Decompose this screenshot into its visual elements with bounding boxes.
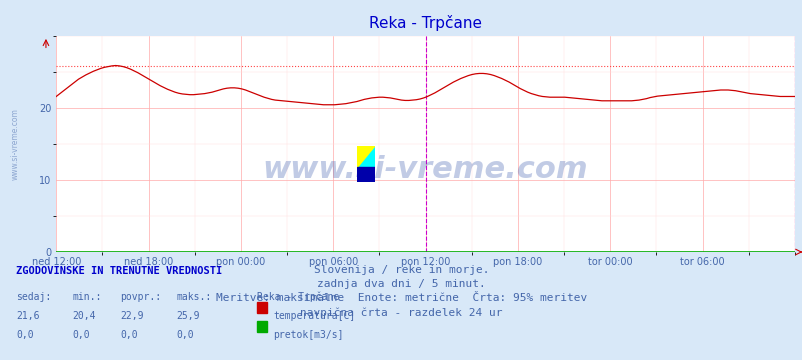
Text: temperatura[C]: temperatura[C]: [273, 311, 354, 321]
Text: min.:: min.:: [72, 292, 102, 302]
Title: Reka - Trpčane: Reka - Trpčane: [369, 15, 481, 31]
Text: Reka - Trpčane: Reka - Trpčane: [257, 292, 338, 302]
Text: www.si-vreme.com: www.si-vreme.com: [262, 156, 588, 184]
Polygon shape: [357, 146, 375, 167]
Text: pretok[m3/s]: pretok[m3/s]: [273, 330, 343, 340]
Text: maks.:: maks.:: [176, 292, 212, 302]
Text: Meritve: maksimalne  Enote: metrične  Črta: 95% meritev: Meritve: maksimalne Enote: metrične Črta…: [216, 293, 586, 303]
Text: 0,0: 0,0: [16, 330, 34, 340]
Bar: [357, 167, 375, 182]
Text: 20,4: 20,4: [72, 311, 95, 321]
Text: 0,0: 0,0: [72, 330, 90, 340]
Text: 0,0: 0,0: [176, 330, 194, 340]
Text: 25,9: 25,9: [176, 311, 200, 321]
Text: 22,9: 22,9: [120, 311, 144, 321]
Text: Slovenija / reke in morje.: Slovenija / reke in morje.: [314, 265, 488, 275]
Text: 0,0: 0,0: [120, 330, 138, 340]
Text: 21,6: 21,6: [16, 311, 39, 321]
Polygon shape: [357, 146, 375, 167]
Text: navpična črta - razdelek 24 ur: navpična črta - razdelek 24 ur: [300, 308, 502, 318]
Text: zadnja dva dni / 5 minut.: zadnja dva dni / 5 minut.: [317, 279, 485, 289]
Text: povpr.:: povpr.:: [120, 292, 161, 302]
Text: www.si-vreme.com: www.si-vreme.com: [11, 108, 20, 180]
Text: ZGODOVINSKE IN TRENUTNE VREDNOSTI: ZGODOVINSKE IN TRENUTNE VREDNOSTI: [16, 266, 222, 276]
Text: sedaj:: sedaj:: [16, 292, 51, 302]
